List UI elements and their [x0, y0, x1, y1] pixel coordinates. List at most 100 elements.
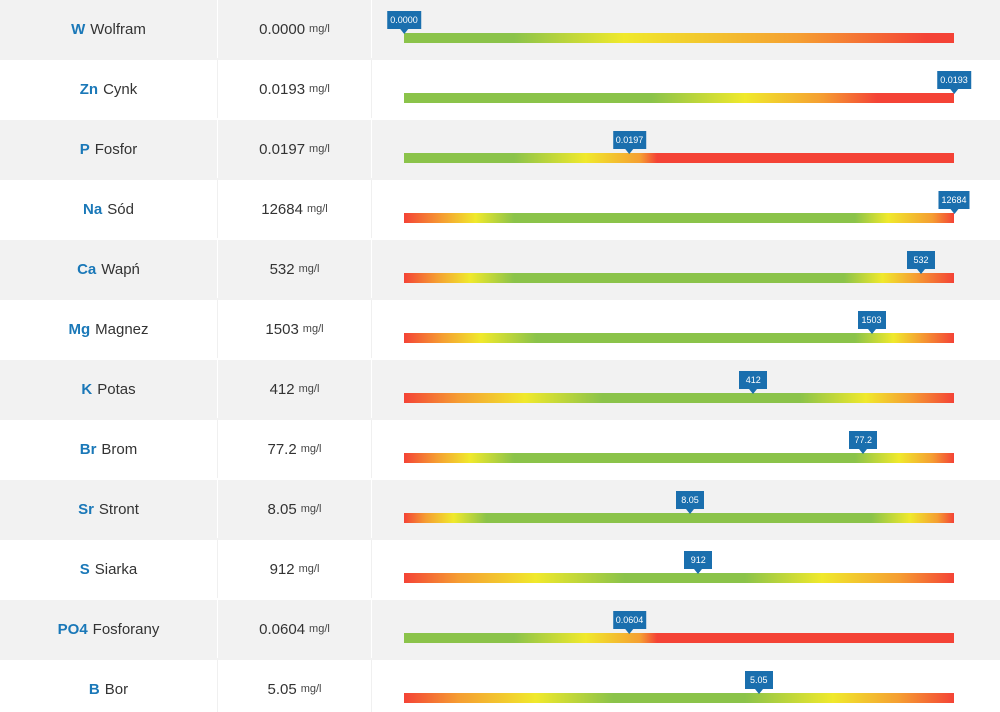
range-bar-cell: 532 — [372, 240, 1000, 298]
range-bar-cell: 1503 — [372, 300, 1000, 358]
value-marker: 0.0193 — [937, 71, 971, 94]
table-row: W Wolfram 0.0000 mg/l 0.0000 — [0, 0, 1000, 60]
element-name: Fosfor — [94, 140, 138, 158]
value-marker: 0.0000 — [387, 11, 421, 34]
range-bar-cell: 0.0604 — [372, 600, 1000, 658]
element-symbol: W — [71, 20, 86, 38]
element-name: Magnez — [95, 320, 149, 338]
range-gradient-bar — [404, 93, 954, 103]
column-divider — [217, 660, 218, 712]
column-divider — [371, 300, 372, 358]
table-row: Br Brom 77.2 mg/l 77.2 — [0, 420, 1000, 480]
value-marker: 912 — [684, 551, 713, 574]
element-symbol: Br — [79, 440, 97, 458]
value-cell: 5.05 mg/l — [218, 660, 371, 712]
element-name-cell: Na Sód — [0, 180, 217, 238]
value-cell: 1503 mg/l — [218, 300, 371, 358]
element-name: Wolfram — [90, 20, 146, 38]
column-divider — [217, 480, 218, 538]
column-divider — [371, 180, 372, 238]
column-divider — [371, 240, 372, 298]
measured-value: 8.05 — [267, 500, 297, 518]
value-marker: 0.0197 — [612, 131, 647, 154]
measured-value: 912 — [269, 560, 295, 578]
column-divider — [371, 600, 372, 658]
element-name-cell: Mg Magnez — [0, 300, 217, 358]
column-divider — [217, 600, 218, 658]
element-symbol: S — [79, 560, 90, 578]
value-unit: mg/l — [300, 683, 322, 695]
range-gradient-bar — [404, 153, 954, 163]
column-divider — [371, 660, 372, 712]
element-name-cell: PO4 Fosforany — [0, 600, 217, 658]
element-symbol: Zn — [79, 80, 99, 98]
value-marker: 8.05 — [676, 491, 704, 514]
measured-value: 1503 — [265, 320, 299, 338]
element-symbol: Ca — [77, 260, 97, 278]
measured-value: 12684 — [261, 200, 303, 218]
range-gradient-bar — [404, 693, 954, 703]
range-gradient-bar — [404, 453, 954, 463]
column-divider — [217, 120, 218, 178]
column-divider — [371, 420, 372, 478]
range-gradient-bar — [404, 33, 954, 43]
value-unit: mg/l — [302, 323, 324, 335]
range-bar-cell: 412 — [372, 360, 1000, 418]
element-name: Stront — [98, 500, 139, 518]
column-divider — [371, 480, 372, 538]
value-marker: 1503 — [857, 311, 886, 334]
range-gradient-bar — [404, 333, 954, 343]
value-unit: mg/l — [300, 503, 322, 515]
measured-value: 412 — [269, 380, 295, 398]
value-marker: 77.2 — [849, 431, 878, 454]
range-gradient-bar — [404, 273, 954, 283]
measured-value: 5.05 — [267, 680, 297, 698]
table-row: B Bor 5.05 mg/l 5.05 — [0, 660, 1000, 712]
range-gradient-bar — [404, 633, 954, 643]
table-row: P Fosfor 0.0197 mg/l 0.0197 — [0, 120, 1000, 180]
value-marker: 0.0604 — [612, 611, 647, 634]
value-marker: 532 — [907, 251, 935, 274]
element-name: Bor — [104, 680, 129, 698]
value-cell: 412 mg/l — [218, 360, 371, 418]
column-divider — [371, 0, 372, 58]
value-cell: 0.0604 mg/l — [218, 600, 371, 658]
element-symbol: K — [81, 380, 93, 398]
value-cell: 12684 mg/l — [218, 180, 371, 238]
range-gradient-bar — [404, 213, 954, 223]
element-name-cell: Sr Stront — [0, 480, 217, 538]
value-cell: 0.0000 mg/l — [218, 0, 371, 58]
column-divider — [217, 360, 218, 418]
table-row: Na Sód 12684 mg/l 12684 — [0, 180, 1000, 240]
element-name-cell: W Wolfram — [0, 0, 217, 58]
value-unit: mg/l — [298, 383, 320, 395]
table-row: K Potas 412 mg/l 412 — [0, 360, 1000, 420]
value-unit: mg/l — [300, 443, 322, 455]
value-cell: 0.0197 mg/l — [218, 120, 371, 178]
range-gradient-bar — [404, 393, 954, 403]
value-cell: 532 mg/l — [218, 240, 371, 298]
column-divider — [371, 120, 372, 178]
element-symbol: B — [88, 680, 100, 698]
element-name-cell: B Bor — [0, 660, 217, 712]
element-name: Wapń — [101, 260, 140, 278]
range-bar-cell: 0.0197 — [372, 120, 1000, 178]
value-unit: mg/l — [309, 83, 330, 95]
element-symbol: PO4 — [57, 620, 88, 638]
range-bar-cell: 8.05 — [372, 480, 1000, 538]
element-symbol: Mg — [68, 320, 91, 338]
value-unit: mg/l — [309, 623, 330, 635]
element-symbol: Sr — [78, 500, 94, 518]
element-name-cell: Zn Cynk — [0, 60, 217, 118]
element-name: Sód — [107, 200, 134, 218]
range-bar-cell: 5.05 — [372, 660, 1000, 712]
table-row: Zn Cynk 0.0193 mg/l 0.0193 — [0, 60, 1000, 120]
range-bar-cell: 0.0193 — [372, 60, 1000, 118]
element-name: Potas — [97, 380, 136, 398]
column-divider — [217, 540, 218, 598]
value-unit: mg/l — [306, 203, 328, 215]
element-name: Siarka — [94, 560, 138, 578]
table-row: Ca Wapń 532 mg/l 532 — [0, 240, 1000, 300]
range-bar-cell: 12684 — [372, 180, 1000, 238]
